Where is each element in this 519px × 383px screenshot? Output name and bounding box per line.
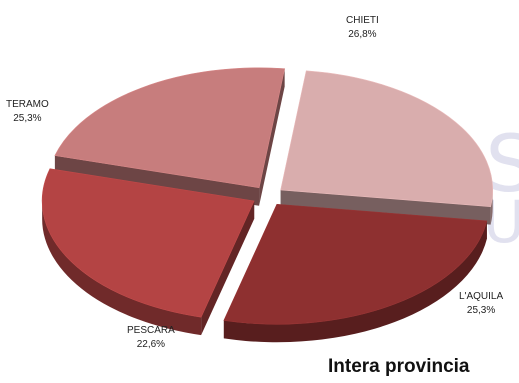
label-laquila: L'AQUILA 25,3% [459, 290, 503, 318]
slice-top [54, 67, 286, 189]
slice-top [223, 203, 488, 325]
label-chieti: CHIETI 26,8% [346, 14, 379, 42]
slice-top [280, 70, 493, 207]
pie-slice-chieti [223, 203, 488, 343]
label-teramo-name: TERAMO [6, 99, 49, 110]
label-laquila-value: 25,3% [466, 305, 496, 316]
pie-slice-teramo [280, 70, 493, 225]
label-chieti-name: CHIETI [346, 15, 379, 26]
slice-side-wall-end [280, 189, 491, 225]
label-chieti-value: 26,8% [348, 29, 377, 40]
chart-title: Intera provincia [328, 356, 470, 377]
slice-rim [223, 220, 487, 343]
label-pescara: PESCARA 22,6% [127, 324, 175, 352]
slice-top [41, 168, 255, 318]
label-teramo-value: 25,3% [13, 113, 42, 124]
label-pescara-name: PESCARA [127, 325, 175, 336]
pie-slice-laquila [41, 168, 255, 336]
pie-slice-pescara [54, 67, 286, 206]
slice-side-wall-start [201, 200, 255, 336]
label-pescara-value: 22,6% [136, 339, 166, 350]
slice-rim [42, 200, 202, 336]
slice-side-wall-end [259, 68, 285, 206]
label-laquila-name: L'AQUILA [459, 291, 504, 302]
label-teramo: TERAMO 25,3% [6, 98, 49, 126]
slice-side-wall-start [54, 155, 260, 206]
